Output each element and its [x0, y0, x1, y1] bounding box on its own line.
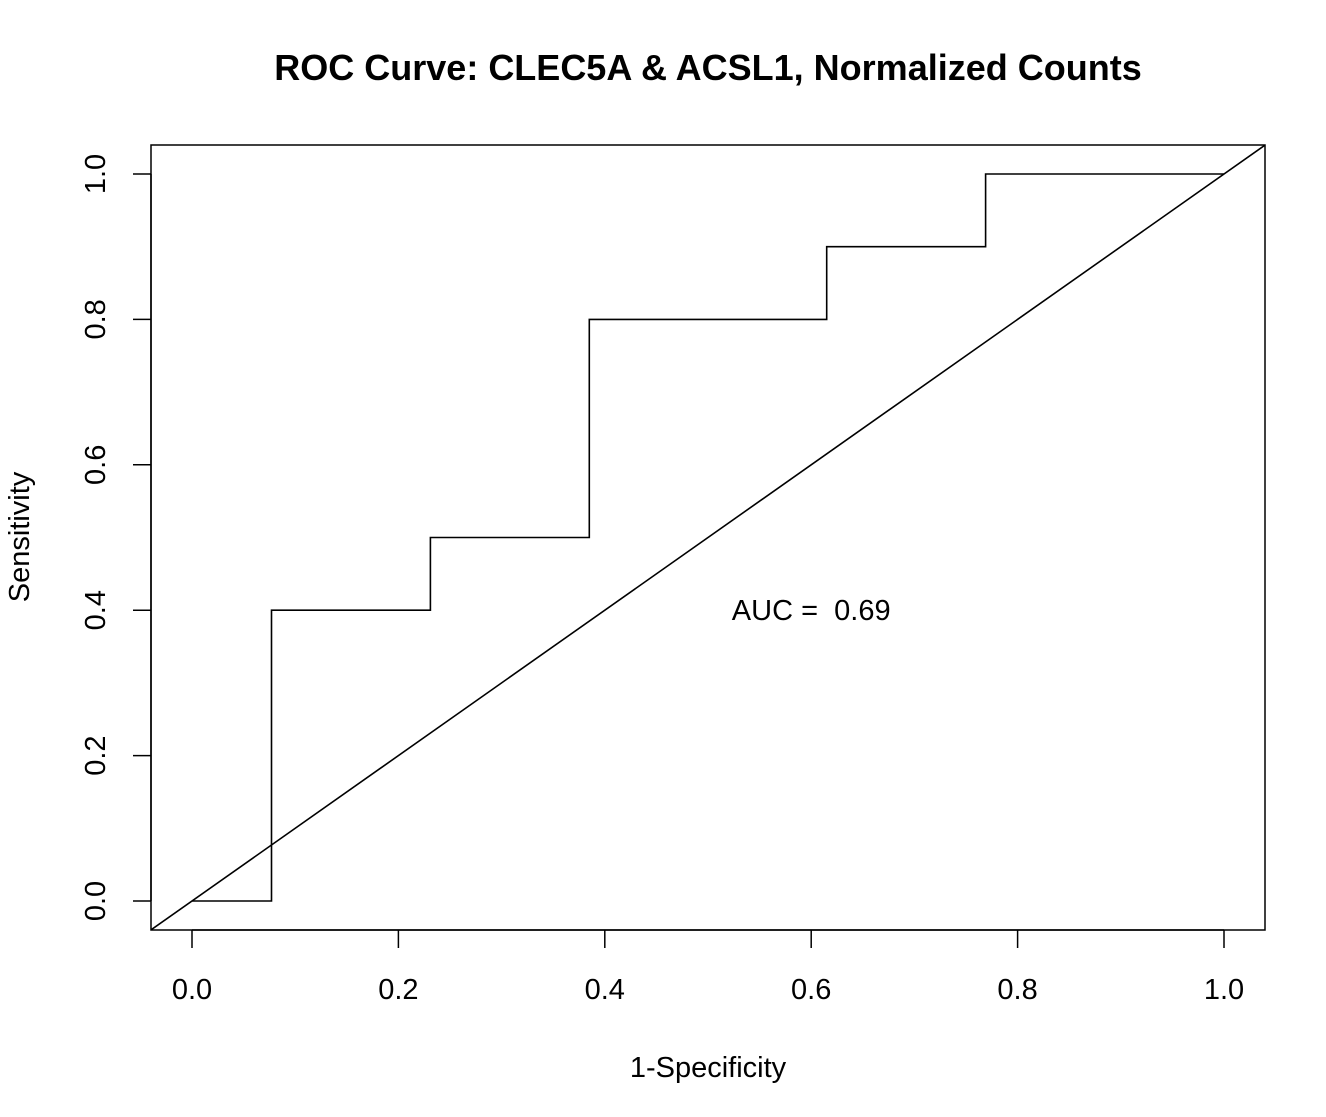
roc-step-line [192, 173, 1224, 902]
y-tick-label: 0.4 [80, 590, 112, 630]
plot-area [151, 145, 1265, 930]
y-tick-label: 0.2 [80, 735, 112, 775]
x-tick-label: 0.6 [791, 974, 831, 1006]
x-tick-label: 0.2 [378, 974, 418, 1006]
y-tick-label: 0.0 [80, 881, 112, 921]
x-axis-title: 1-Specificity [630, 1052, 787, 1084]
y-tick-label: 1.0 [80, 154, 112, 194]
x-tick-label: 1.0 [1204, 974, 1244, 1006]
x-axis: 0.0 0.2 0.4 0.6 0.8 1.0 [172, 929, 1244, 1006]
x-tick-label: 0.8 [997, 974, 1037, 1006]
annotations: AUC = 0.69 [732, 595, 891, 627]
chart-title: ROC Curve: CLEC5A & ACSL1, Normalized Co… [274, 47, 1141, 88]
y-axis: 0.0 0.2 0.4 0.6 0.8 1.0 [80, 154, 152, 921]
reference-diagonal-line [151, 145, 1265, 930]
y-tick-label: 0.8 [80, 299, 112, 339]
auc-annotation: AUC = 0.69 [732, 595, 891, 627]
y-axis-title: Sensitivity [4, 471, 36, 602]
x-tick-label: 0.4 [585, 974, 625, 1006]
x-tick-label: 0.0 [172, 974, 212, 1006]
y-tick-label: 0.6 [80, 445, 112, 485]
